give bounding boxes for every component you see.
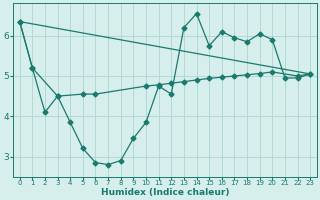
X-axis label: Humidex (Indice chaleur): Humidex (Indice chaleur) — [101, 188, 229, 197]
